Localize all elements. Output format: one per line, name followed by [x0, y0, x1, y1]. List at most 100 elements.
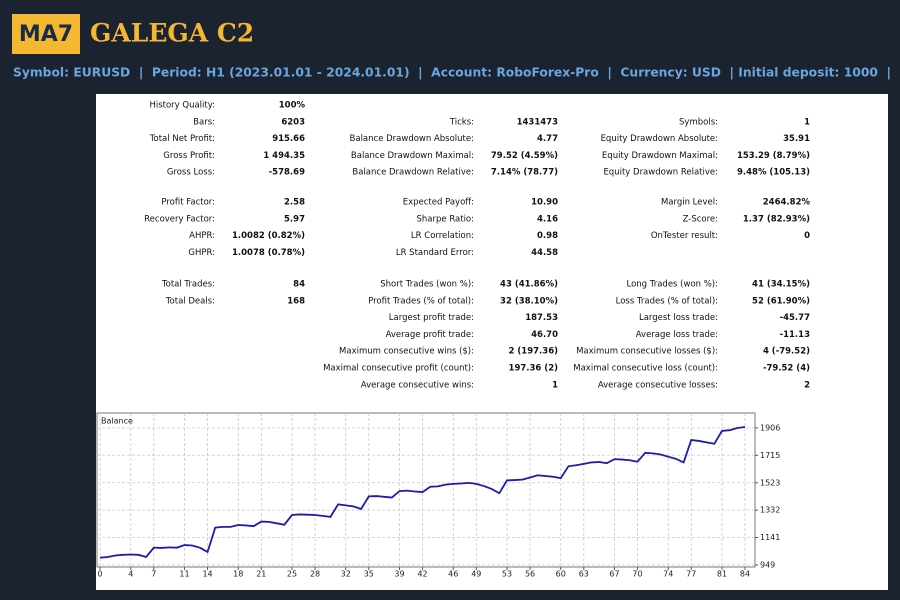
stat-label: OnTester result: [651, 231, 718, 241]
stat-value: -578.69 [269, 168, 305, 178]
stat-label: Average consecutive wins: [361, 380, 474, 390]
y-tick-label: 1715 [760, 451, 780, 460]
stat-value: 44.58 [531, 248, 558, 258]
stat-value: 153.29 (8.79%) [737, 151, 810, 161]
stat-label: Average loss trade: [636, 330, 718, 340]
info-line: Symbol: EURUSD | Period: H1 (2023.01.01 … [13, 66, 900, 81]
x-tick-label: 0 [98, 570, 103, 579]
y-tick-label: 1141 [760, 533, 780, 542]
stat-value: 2 [804, 380, 810, 390]
stat-label: Largest loss trade: [639, 313, 718, 323]
stat-label: Maximum consecutive losses ($): [576, 347, 718, 357]
stat-value: 79.52 (4.59%) [491, 151, 558, 161]
stat-value: 1 [804, 117, 810, 127]
stat-value: -11.13 [780, 330, 810, 340]
stat-value: 4.77 [537, 134, 558, 144]
stat-value: 43 (41.86%) [500, 280, 558, 290]
x-tick-label: 21 [256, 570, 266, 579]
x-tick-label: 63 [579, 570, 589, 579]
stat-label: Loss Trades (% of total): [616, 296, 718, 306]
stat-value: 35.91 [783, 134, 810, 144]
stat-value: 915.66 [272, 134, 305, 144]
balance-line [99, 426, 746, 559]
x-tick-label: 28 [310, 570, 320, 579]
x-tick-label: 53 [502, 570, 512, 579]
stat-label: Average profit trade: [386, 330, 474, 340]
stat-value: 52 (61.90%) [752, 296, 810, 306]
stat-label: Largest profit trade: [389, 313, 474, 323]
stat-value: 1.0082 (0.82%) [232, 231, 305, 241]
stat-value: -79.52 (4) [763, 364, 810, 374]
stat-value: 4 (-79.52) [763, 347, 810, 357]
logo-box [12, 14, 80, 54]
stat-label: Total Net Profit: [149, 134, 215, 144]
stat-value: 5.97 [284, 214, 305, 224]
x-tick-label: 46 [448, 570, 458, 579]
stat-label: Average consecutive losses: [598, 380, 718, 390]
stat-label: Balance Drawdown Relative: [352, 168, 474, 178]
stat-value: 1431473 [517, 117, 558, 127]
stat-value: 10.90 [531, 198, 558, 208]
stat-value: 41 (34.15%) [752, 280, 810, 290]
stat-value: 1 [552, 380, 558, 390]
stat-label: Profit Trades (% of total): [368, 296, 474, 306]
stat-label: Bars: [193, 117, 215, 127]
stat-value: 0 [804, 231, 810, 241]
stat-label: Margin Level: [661, 198, 718, 208]
stat-value: 84 [293, 280, 305, 290]
logo: MA7 [19, 22, 73, 47]
x-tick-label: 81 [717, 570, 727, 579]
y-tick-label: 1906 [760, 423, 780, 432]
stat-label: Z-Score: [683, 214, 718, 224]
stat-value: 197.36 (2) [509, 364, 559, 374]
stat-label: Balance Drawdown Maximal: [351, 151, 474, 161]
stat-label: Expected Payoff: [403, 198, 474, 208]
stat-value: 46.70 [531, 330, 558, 340]
x-tick-label: 84 [740, 570, 750, 579]
stat-label: AHPR: [189, 231, 215, 241]
stat-label: Symbols: [679, 117, 718, 127]
stat-label: LR Correlation: [411, 231, 474, 241]
stat-label: Sharpe Ratio: [417, 214, 475, 224]
stat-label: Maximal consecutive profit (count): [323, 364, 474, 374]
stat-label: Short Trades (won %): [380, 280, 474, 290]
x-tick-label: 56 [525, 570, 535, 579]
stat-label: Equity Drawdown Maximal: [602, 151, 718, 161]
stat-label: LR Standard Error: [396, 248, 474, 258]
x-tick-label: 77 [686, 570, 696, 579]
title: GALEGA C2 [90, 19, 254, 48]
stat-value: 1 494.35 [263, 151, 305, 161]
x-tick-label: 25 [287, 570, 297, 579]
stat-value: 9.48% (105.13) [737, 168, 810, 178]
stat-value: 4.16 [537, 214, 558, 224]
stat-label: Profit Factor: [161, 198, 215, 208]
stat-label: Balance Drawdown Absolute: [350, 134, 474, 144]
y-tick-label: 949 [760, 560, 775, 569]
x-tick-label: 74 [663, 570, 673, 579]
stat-value: 187.53 [525, 313, 558, 323]
stat-value: 6203 [281, 117, 305, 127]
stat-value: 1.0078 (0.78%) [232, 248, 305, 258]
x-tick-label: 14 [202, 570, 212, 579]
y-tick-label: 1332 [760, 506, 780, 515]
stat-label: Equity Drawdown Absolute: [601, 134, 718, 144]
stat-value: 2.58 [284, 198, 305, 208]
stat-label: Gross Profit: [163, 151, 215, 161]
x-tick-label: 11 [179, 570, 189, 579]
x-tick-label: 67 [609, 570, 619, 579]
stat-label: Total Trades: [161, 280, 215, 290]
stat-value: 32 (38.10%) [500, 296, 558, 306]
x-tick-label: 42 [417, 570, 427, 579]
x-tick-label: 18 [233, 570, 243, 579]
x-tick-label: 39 [394, 570, 404, 579]
stat-value: 2 (197.36) [509, 347, 559, 357]
stat-value: 2464.82% [763, 198, 811, 208]
stat-label: Equity Drawdown Relative: [603, 168, 718, 178]
stat-label: Maximum consecutive wins ($): [339, 347, 474, 357]
stat-label: Gross Loss: [167, 168, 215, 178]
x-tick-label: 32 [341, 570, 351, 579]
stat-value: 100% [279, 101, 306, 111]
stat-label: Total Deals: [165, 296, 215, 306]
